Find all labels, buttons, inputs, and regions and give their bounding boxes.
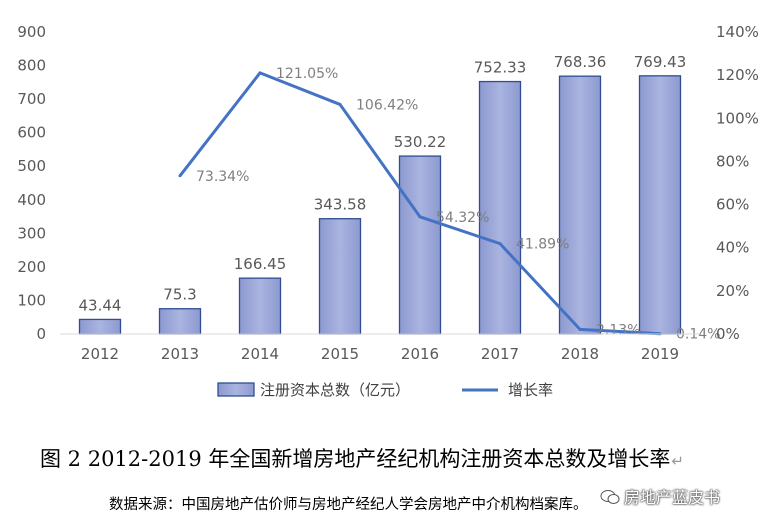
bar-value-label: 343.58 <box>314 196 367 214</box>
y-left-tick-label: 700 <box>17 90 46 108</box>
y-left-tick-label: 800 <box>17 57 46 75</box>
data-source-note: 数据来源：中国房地产估价师与房地产经纪人学会房地产中介机构档案库。 <box>109 497 588 513</box>
legend-bar-swatch <box>217 382 255 397</box>
line-point <box>418 215 422 219</box>
bar <box>238 277 282 335</box>
bar <box>638 75 682 335</box>
line-point <box>258 71 262 75</box>
bar-value-label: 752.33 <box>474 59 527 77</box>
bar <box>558 75 602 335</box>
legend-bar-label: 注册资本总数（亿元） <box>260 381 410 399</box>
figure-caption-text: 图 2 2012-2019 年全国新增房地产经纪机构注册资本总数及增长率 <box>40 447 671 471</box>
line-value-label: 41.89% <box>516 237 569 253</box>
figure-caption: 图 2 2012-2019 年全国新增房地产经纪机构注册资本总数及增长率↵ <box>40 443 684 473</box>
y-right-tick-label: 120% <box>716 66 759 84</box>
y-left-tick-label: 600 <box>17 124 46 142</box>
line-point <box>338 102 342 106</box>
y-right-tick-label: 40% <box>716 239 749 257</box>
y-left-tick-label: 300 <box>17 224 46 242</box>
line-point <box>498 242 502 246</box>
line-point <box>178 174 182 178</box>
watermark-text: 房地产蓝皮书 <box>624 488 721 507</box>
x-tick-label: 2013 <box>161 345 199 363</box>
watermark: 房地产蓝皮书 <box>600 484 720 508</box>
axes: 0 100 200 300 400 500 600 700 800 900 0% 20% 40% 60% 8… <box>17 23 759 363</box>
x-tick-label: 2012 <box>81 345 119 363</box>
y-right-tick-label: 80% <box>716 152 749 170</box>
y-left-tick-label: 500 <box>17 157 46 175</box>
y-right-tick-label: 0% <box>716 325 740 343</box>
line-value-label: 0.14% <box>676 327 720 343</box>
bar <box>78 318 122 335</box>
legend: 注册资本总数（亿元） 增长率 <box>217 381 553 399</box>
x-tick-label: 2015 <box>321 345 359 363</box>
y-left-tick-label: 100 <box>17 291 46 309</box>
return-mark-icon: ↵ <box>671 452 684 470</box>
x-tick-label: 2017 <box>481 345 519 363</box>
x-tick-label: 2016 <box>401 345 439 363</box>
plot-area: 43.44 75.3 166.45 343.58 530.22 752.33 768.36 7… <box>79 53 721 343</box>
bar-value-label: 75.3 <box>163 286 196 304</box>
y-left-tick-label: 0 <box>36 325 46 343</box>
bar-value-label: 166.45 <box>234 255 287 273</box>
bar-value-label: 43.44 <box>79 296 122 314</box>
legend-line-label: 增长率 <box>508 381 553 399</box>
bar <box>158 308 202 335</box>
bar <box>318 218 362 335</box>
y-right-tick-label: 140% <box>716 23 759 41</box>
line-value-label: 73.34% <box>196 169 249 185</box>
line-value-label: 54.32% <box>436 210 489 226</box>
y-right-tick-label: 60% <box>716 196 749 214</box>
y-left-tick-label: 200 <box>17 258 46 276</box>
chart: 43.44 75.3 166.45 343.58 530.22 752.33 768.36 7… <box>17 23 759 399</box>
y-right-tick-label: 100% <box>716 109 759 127</box>
y-right-tick-label: 20% <box>716 282 749 300</box>
bar <box>398 155 442 335</box>
line-value-label: 106.42% <box>356 97 418 113</box>
line-value-label: 121.05% <box>276 66 338 82</box>
x-tick-label: 2014 <box>241 345 279 363</box>
bar-value-label: 769.43 <box>634 53 687 71</box>
y-left-tick-label: 400 <box>17 191 46 209</box>
line-point <box>578 327 582 331</box>
x-tick-label: 2019 <box>641 345 679 363</box>
bar <box>478 80 522 335</box>
bar-value-label: 530.22 <box>394 133 447 151</box>
x-tick-label: 2018 <box>561 345 599 363</box>
wechat-logo-icon <box>600 490 620 504</box>
y-left-tick-label: 900 <box>17 23 46 41</box>
line-value-label: 2.13% <box>596 322 640 338</box>
bar-value-label: 768.36 <box>554 53 607 71</box>
